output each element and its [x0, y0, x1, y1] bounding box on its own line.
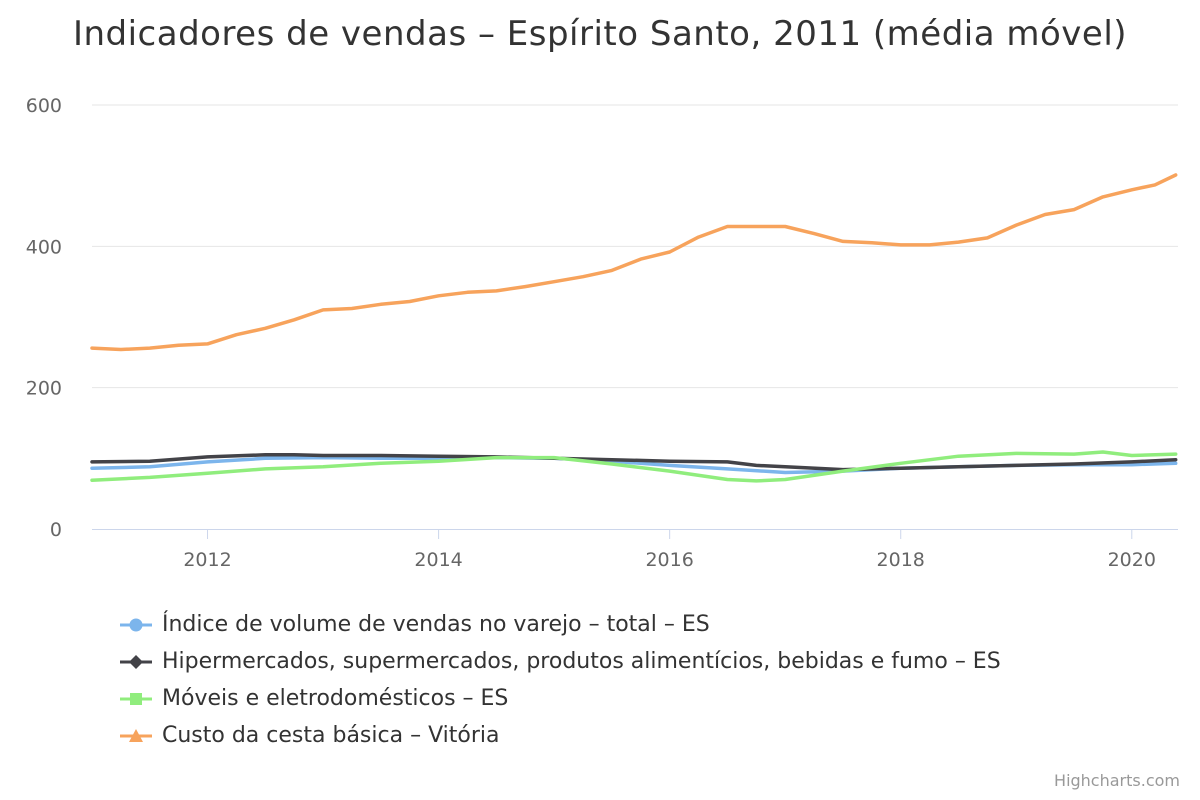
- series-line-1[interactable]: [90, 453, 1178, 472]
- legend-label: Custo da cesta básica – Vitória: [162, 723, 500, 748]
- circle-marker-icon: [120, 618, 152, 631]
- legend-item-3[interactable]: Custo da cesta básica – Vitória: [118, 717, 1001, 754]
- x-tick-label: 2018: [877, 549, 925, 571]
- series-line-2[interactable]: [90, 450, 1178, 483]
- legend-item-2[interactable]: Móveis e eletrodomésticos – ES: [118, 680, 1001, 717]
- credits-link[interactable]: Highcharts.com: [1054, 771, 1180, 790]
- square-marker-icon: [120, 692, 152, 705]
- series-line-3[interactable]: [90, 173, 1178, 352]
- y-tick-label: 400: [26, 236, 62, 258]
- legend-item-0[interactable]: Índice de volume de vendas no varejo – t…: [118, 606, 1001, 643]
- legend: Índice de volume de vendas no varejo – t…: [118, 606, 1001, 754]
- y-tick-label: 0: [50, 519, 62, 541]
- x-tick-label: 2014: [414, 549, 462, 571]
- legend-label: Índice de volume de vendas no varejo – t…: [162, 612, 710, 637]
- legend-label: Móveis e eletrodomésticos – ES: [162, 686, 509, 711]
- x-tick-label: 2012: [183, 549, 231, 571]
- legend-label: Hipermercados, supermercados, produtos a…: [162, 649, 1001, 674]
- y-tick-label: 600: [26, 95, 62, 117]
- legend-item-1[interactable]: Hipermercados, supermercados, produtos a…: [118, 643, 1001, 680]
- triangle-marker-icon: [120, 728, 152, 742]
- diamond-marker-icon: [120, 654, 152, 669]
- y-tick-label: 200: [26, 378, 62, 400]
- chart-title: Indicadores de vendas – Espírito Santo, …: [72, 14, 1128, 54]
- x-tick-label: 2016: [645, 549, 693, 571]
- plot-area: 0 200 400 600 2012 2014 2016 2018 2020: [26, 95, 1178, 571]
- x-tick-label: 2020: [1108, 549, 1156, 571]
